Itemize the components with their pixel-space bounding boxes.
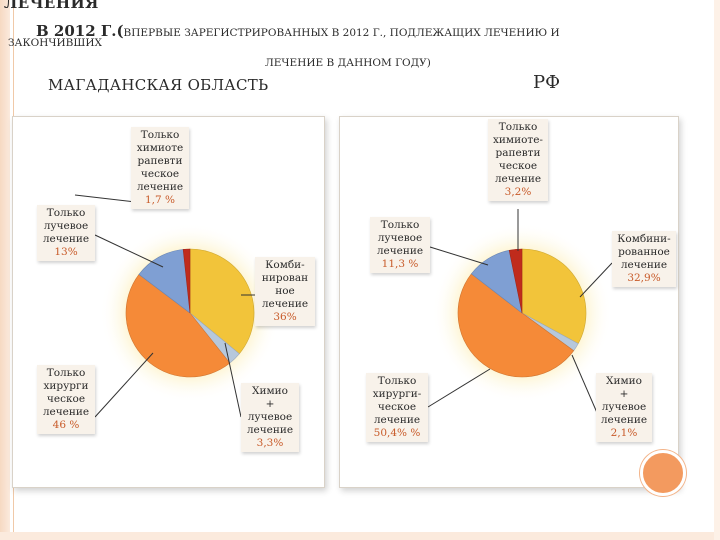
slice-label-line: рованное xyxy=(618,246,670,258)
slice-label-line: нирован xyxy=(261,272,309,284)
decor-circle xyxy=(640,450,686,496)
title-line2-rest: ВПЕРВЫЕ ЗАРЕГИСТРИРОВАННЫХ В 2012 Г., ПО… xyxy=(123,27,560,39)
slice-label-line: хирурги xyxy=(43,380,89,392)
slice-label-line: Только xyxy=(380,219,420,231)
slice-value-label: 3,2% xyxy=(504,186,532,198)
slice-label-line: лечение xyxy=(246,424,294,436)
slice-label-line: лечение xyxy=(136,181,184,193)
slice-label-line: лечение xyxy=(42,233,90,245)
title-line4: ЛЕЧЕНИЕ В ДАННОМ ГОДУ) xyxy=(265,57,431,69)
region-right-title: РФ xyxy=(533,72,561,93)
slice-label-line: Химио xyxy=(252,385,288,397)
bottom-decor-bar xyxy=(0,532,720,540)
slice-label-line: Комбини- xyxy=(617,233,671,245)
slice-label-line: химиоте- xyxy=(493,134,543,146)
slice-label-line: Только xyxy=(377,375,417,387)
left-decor-bar xyxy=(0,0,14,540)
pie-slice-chemo xyxy=(182,248,191,314)
slice-label-line: Только xyxy=(498,121,538,133)
slice-label-surgery: Только хирурги ческое лечение 46 % xyxy=(37,365,95,434)
pie-slice-combined xyxy=(189,248,255,355)
slice-label-radiation: Только лучевое лечение 13% xyxy=(37,205,95,261)
pie-chart-rf xyxy=(427,209,613,416)
pie-slice-surgery xyxy=(125,273,231,378)
leader-line-chemo_radiation xyxy=(224,342,242,418)
slice-value-label: 46 % xyxy=(52,419,80,431)
slice-label-combined: Комбини-рованное лечение 32,9% xyxy=(612,231,676,287)
slice-value-label: 11,3 % xyxy=(381,258,419,270)
slice-label-line: ческое xyxy=(140,168,180,180)
slice-value-label: 2,1% xyxy=(610,427,638,439)
leader-line-chemo_radiation xyxy=(571,354,599,416)
leader-line-surgery xyxy=(427,368,491,408)
slice-label-line: Комби- xyxy=(265,259,305,271)
slice-label-line: лучевое xyxy=(601,401,647,413)
slice-label-line: Только xyxy=(140,129,180,141)
slice-label-line: Только xyxy=(46,367,86,379)
slice-label-line: ческое xyxy=(377,401,417,413)
slice-label-line: лучевое xyxy=(247,411,293,423)
slice-label-line: ческое xyxy=(46,393,86,405)
chart-panel-rf: Комбини-рованное лечение 32,9% Химио + лучево… xyxy=(339,116,679,488)
title-year-prefix: В 2012 Г.( xyxy=(36,22,124,40)
slice-label-line: лечение xyxy=(261,298,309,310)
title-top: ЛЕЧЕНИЯ xyxy=(4,0,99,12)
slice-label-line: лучевое xyxy=(43,220,89,232)
slice-label-line: хирурги- xyxy=(372,388,422,400)
right-decor-bar xyxy=(714,0,720,540)
region-left-title: МАГАДАНСКАЯ ОБЛАСТЬ xyxy=(48,76,269,94)
slice-value-label: 36% xyxy=(273,311,297,323)
title-line2: В 2012 Г.(ВПЕРВЫЕ ЗАРЕГИСТРИРОВАННЫХ В 2… xyxy=(36,22,560,40)
slice-label-radiation: Только лучевое лечение 11,3 % xyxy=(370,217,430,273)
slice-label-line: рапевти xyxy=(137,155,183,167)
slice-label-line: лечение xyxy=(42,406,90,418)
slice-label-line: + xyxy=(619,388,629,400)
slice-value-label: 50,4% % xyxy=(373,427,421,439)
slice-label-line: лечение xyxy=(600,414,648,426)
slice-label-line: ное xyxy=(275,285,295,297)
slice-label-chemo_radiation: Химио + лучевое лечение 2,1% xyxy=(596,373,652,442)
slice-label-line: лечение xyxy=(620,259,668,271)
leader-line-surgery xyxy=(94,352,154,418)
slice-label-surgery: Только хирурги-ческое лечение 50,4% % xyxy=(366,373,428,442)
slice-label-chemo_radiation: Химио + лучевое лечение 3,3% xyxy=(241,383,299,452)
slice-value-label: 1,7 % xyxy=(144,194,175,206)
slice-label-chemo: Только химиоте-рапевти ческое лечение 3,2% xyxy=(488,119,548,201)
slice-label-line: + xyxy=(265,398,275,410)
slice-label-line: ческое xyxy=(498,160,538,172)
slice-label-line: Только xyxy=(46,207,86,219)
pie-slice-chemo xyxy=(508,248,523,314)
slice-value-label: 3,3% xyxy=(256,437,284,449)
leader-line-combined xyxy=(579,262,613,298)
slice-label-line: Химио xyxy=(606,375,642,387)
slice-label-chemo: Только химиоте рапевти ческое лечение 1,7 % xyxy=(131,127,189,209)
slice-label-line: лечение xyxy=(373,414,421,426)
title-line3: ЗАКОНЧИВШИХ xyxy=(8,37,102,49)
slice-label-combined: Комби-нирован ное лечение 36% xyxy=(255,257,315,326)
slice-label-line: химиоте xyxy=(136,142,184,154)
slice-label-line: рапевти xyxy=(495,147,541,159)
slice-value-label: 13% xyxy=(54,246,78,258)
pie-slice-surgery xyxy=(457,273,575,378)
pie-slice-combined xyxy=(521,248,587,345)
leader-line-radiation xyxy=(429,246,489,266)
slice-label-line: лечение xyxy=(376,245,424,257)
slice-value-label: 32,9% xyxy=(627,272,661,284)
slice-label-line: лечение xyxy=(494,173,542,185)
pie-chart-magadan xyxy=(74,194,280,418)
chart-panel-magadan: Комби-нирован ное лечение 36% Химио + лучевое л… xyxy=(12,116,325,488)
leader-line-radiation xyxy=(94,234,164,268)
slice-label-line: лучевое xyxy=(377,232,423,244)
